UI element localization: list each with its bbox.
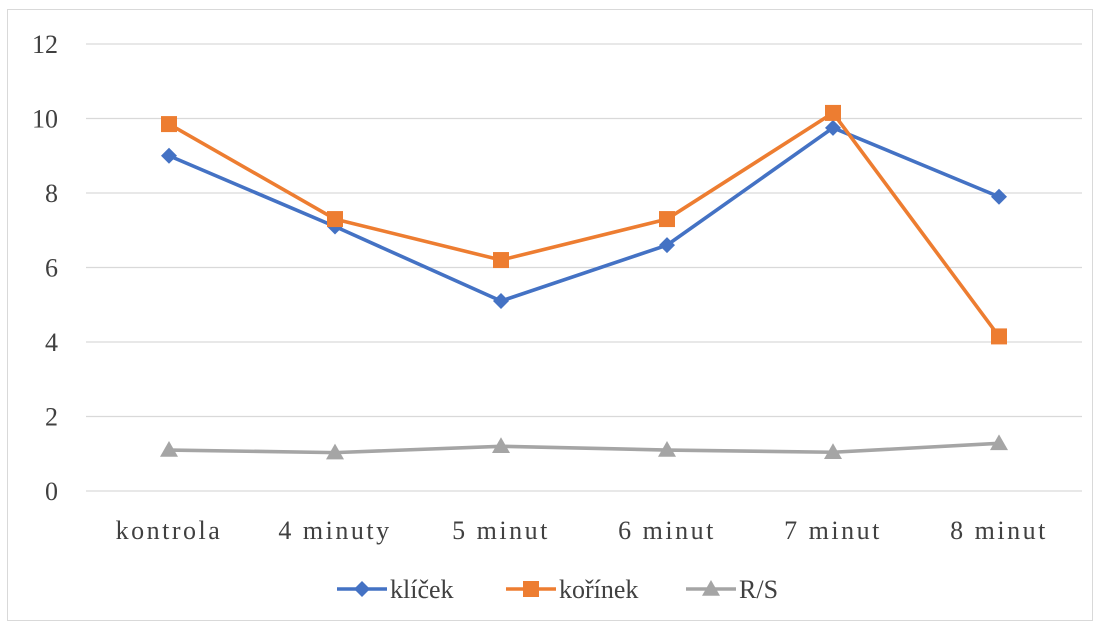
data-point (825, 119, 841, 136)
data-point (824, 443, 842, 460)
legend-swatch-marker (354, 581, 370, 597)
series-square (161, 104, 1007, 345)
data-point (161, 147, 177, 164)
data-point (326, 443, 344, 460)
y-tick-label: 12 (32, 30, 58, 59)
data-point (327, 211, 343, 228)
y-axis-ticks: 0 2 4 6 8 10 12 (32, 30, 58, 506)
data-point (659, 211, 675, 228)
x-tick-label: kontrola (116, 516, 223, 545)
x-axis-ticks: kontrola 4 minuty 5 minut 6 minut 7 minut 8 m… (116, 516, 1048, 545)
data-point (825, 104, 841, 121)
legend: klíček kořínek R/S (337, 575, 778, 604)
legend-swatch-marker (523, 581, 539, 597)
series-triangle (160, 434, 1008, 460)
data-point (991, 328, 1007, 345)
data-point (493, 252, 509, 269)
y-tick-label: 6 (45, 254, 58, 283)
data-point (991, 188, 1007, 205)
chart-frame (7, 9, 1093, 621)
data-point (658, 441, 676, 457)
series-line (168, 111, 1001, 338)
x-tick-label: 6 minut (618, 516, 716, 545)
data-point (493, 293, 509, 310)
x-tick-label: 5 minut (452, 516, 550, 545)
legend-label: kořínek (559, 575, 638, 604)
data-point (659, 237, 675, 254)
legend-label: klíček (390, 575, 454, 604)
data-point (161, 116, 177, 133)
gridlines (86, 43, 1082, 492)
y-tick-label: 8 (45, 179, 58, 208)
legend-item: klíček (337, 575, 454, 604)
x-tick-label: 4 minuty (278, 516, 391, 545)
series-line (168, 441, 1000, 455)
x-tick-label: 7 minut (784, 516, 882, 545)
series-diamond (161, 119, 1007, 310)
y-tick-label: 0 (45, 477, 58, 506)
y-tick-label: 4 (45, 328, 58, 357)
legend-label: R/S (739, 575, 778, 604)
legend-swatch-marker (702, 580, 720, 596)
legend-item: R/S (686, 575, 778, 604)
legend-item: kořínek (506, 575, 638, 604)
y-tick-label: 2 (45, 403, 58, 432)
x-tick-label: 8 minut (950, 516, 1048, 545)
y-tick-label: 10 (32, 105, 58, 134)
data-point (160, 441, 178, 457)
data-point (990, 434, 1008, 451)
series (160, 104, 1008, 460)
series-line (168, 126, 1000, 303)
data-point (492, 437, 510, 454)
